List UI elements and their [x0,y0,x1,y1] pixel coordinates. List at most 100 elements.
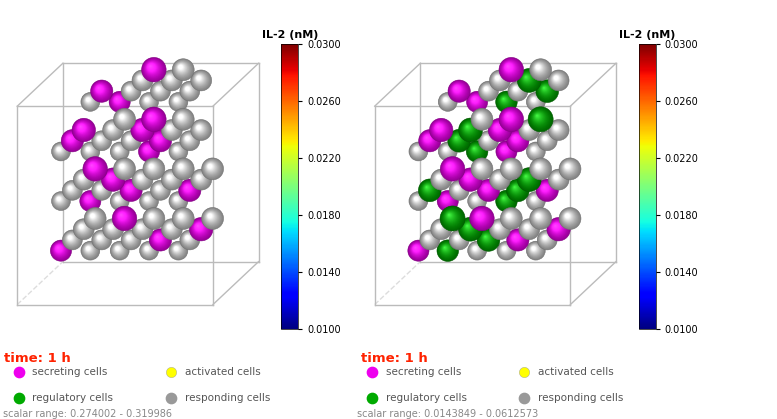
Circle shape [172,195,182,204]
Circle shape [458,118,483,142]
Circle shape [152,82,169,99]
Circle shape [80,226,82,227]
Circle shape [52,242,68,258]
Circle shape [475,162,486,173]
Circle shape [78,175,84,180]
Circle shape [166,223,173,231]
Circle shape [471,194,481,205]
Circle shape [472,160,490,177]
Circle shape [113,195,123,204]
Circle shape [530,59,551,80]
Circle shape [451,183,465,197]
Circle shape [91,214,94,217]
Circle shape [501,96,507,103]
Circle shape [112,243,127,258]
Circle shape [563,211,574,223]
Circle shape [530,158,551,179]
Circle shape [478,165,480,167]
Circle shape [492,122,506,136]
Circle shape [555,126,557,128]
Circle shape [121,81,141,101]
Circle shape [464,173,473,182]
Circle shape [531,196,537,202]
Circle shape [480,232,494,246]
Circle shape [491,220,507,236]
Circle shape [467,92,487,112]
Circle shape [472,196,479,202]
Circle shape [84,195,92,203]
Circle shape [476,212,484,220]
Circle shape [514,236,516,238]
Circle shape [90,163,95,168]
Circle shape [173,159,193,178]
Circle shape [106,123,117,134]
Circle shape [57,198,59,199]
Circle shape [75,220,92,238]
Circle shape [503,98,504,100]
Circle shape [91,165,92,166]
Circle shape [68,137,71,139]
Circle shape [193,222,205,233]
Circle shape [126,86,132,92]
Circle shape [498,243,514,258]
Circle shape [163,121,179,138]
Circle shape [443,197,448,201]
Circle shape [155,136,160,140]
Circle shape [533,111,544,123]
Circle shape [149,65,152,67]
Circle shape [444,98,447,101]
Circle shape [141,93,157,109]
Circle shape [499,143,512,157]
Circle shape [120,164,124,168]
Circle shape [82,93,98,109]
Circle shape [535,114,539,118]
Circle shape [173,147,179,153]
Circle shape [86,98,89,101]
Circle shape [84,158,106,180]
Circle shape [561,160,577,176]
Circle shape [106,173,115,181]
Circle shape [85,195,92,203]
Circle shape [82,144,96,158]
Circle shape [95,233,106,244]
Circle shape [115,97,120,102]
Circle shape [168,76,171,79]
Circle shape [441,157,464,180]
Circle shape [176,162,186,172]
Circle shape [469,193,484,208]
Circle shape [57,147,61,151]
Circle shape [539,133,553,147]
Circle shape [521,171,535,184]
Circle shape [172,96,183,106]
Circle shape [517,68,542,92]
Circle shape [69,187,70,188]
Circle shape [193,171,208,186]
Circle shape [88,161,99,172]
Circle shape [186,237,187,238]
Circle shape [65,183,77,195]
Circle shape [481,233,493,244]
Circle shape [156,186,160,190]
Circle shape [492,72,507,87]
Circle shape [54,144,67,157]
Circle shape [68,186,72,191]
Circle shape [152,231,168,248]
Circle shape [502,160,519,177]
Circle shape [53,143,68,158]
Circle shape [173,146,179,153]
Circle shape [555,176,557,178]
Circle shape [55,146,63,153]
Circle shape [478,180,498,200]
Circle shape [191,170,211,189]
Circle shape [75,221,90,235]
Circle shape [152,182,167,197]
Circle shape [162,220,181,238]
Circle shape [185,86,190,92]
Circle shape [535,213,541,219]
Circle shape [536,115,538,117]
Circle shape [419,129,441,152]
Circle shape [502,110,519,127]
Circle shape [54,144,66,157]
Circle shape [531,97,536,102]
Circle shape [502,197,505,200]
